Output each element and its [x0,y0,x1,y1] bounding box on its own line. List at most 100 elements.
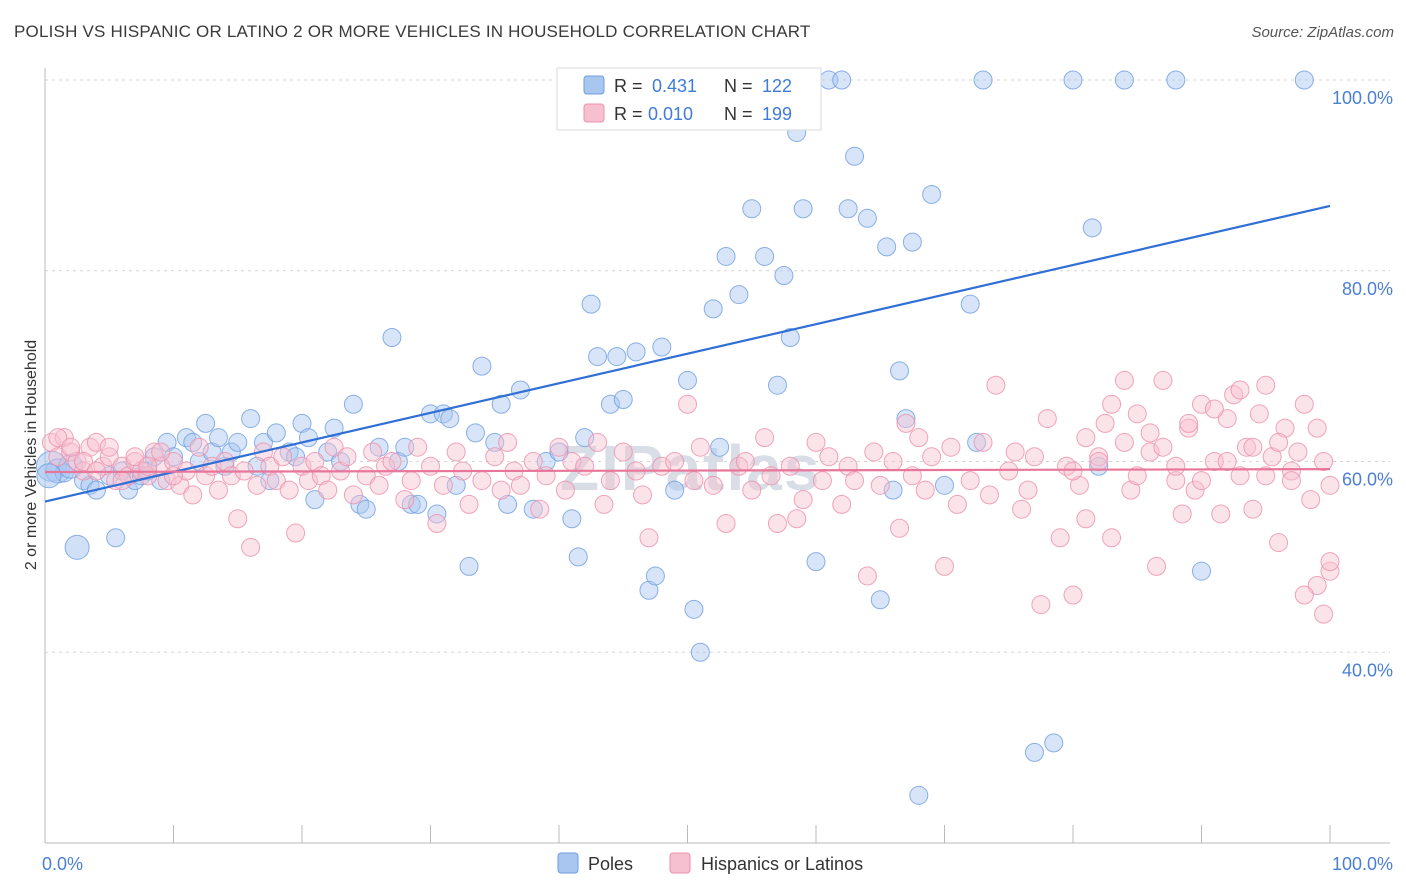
hispanic-point-97 [793,490,813,510]
hispanic-point-123 [1012,499,1032,519]
hispanic-point-187 [1076,428,1096,448]
hispanic-point-36 [273,447,293,467]
y-tick-label-1: 60.0% [1342,470,1393,490]
poles-point-118 [1294,70,1314,90]
y-axis-label: 2 or more Vehicles in Household [23,340,40,570]
poles-point-96 [845,146,865,166]
poles-point-99 [877,237,897,257]
hispanic-point-85 [684,471,704,491]
hispanic-point-64 [491,480,511,500]
poles-point-79 [684,599,704,619]
hispanic-point-190 [61,437,81,457]
hispanic-point-95 [780,456,800,476]
hispanic-point-83 [665,452,685,471]
x-tick-label-0: 0.0% [42,854,83,874]
hispanic-point-184 [1114,370,1134,390]
poles-point-17 [157,432,177,452]
legend-n-label-2: N = [724,104,753,124]
hispanic-point-131 [1069,475,1089,495]
bottom-legend-poles: Poles [588,854,633,874]
hispanic-point-193 [99,437,119,457]
hispanic-point-90 [735,452,755,471]
hispanic-point-179 [1179,413,1199,433]
hispanic-point-154 [1249,404,1269,424]
hispanic-point-99 [812,471,832,491]
poles-point-88 [774,266,794,286]
hispanic-point-171 [1281,471,1301,491]
y-tick-label-0: 40.0% [1342,660,1393,680]
legend-swatch-poles [583,75,605,95]
poles-point-39 [324,418,344,438]
poles-point-105 [922,184,942,204]
hispanic-point-22 [183,485,203,505]
poles-point-101 [890,361,910,381]
hispanic-point-58 [433,475,453,495]
poles-point-56 [465,423,485,443]
hispanic-point-72 [555,480,575,500]
hispanic-point-110 [902,466,922,486]
poles-point-62 [523,499,543,519]
hispanic-point-145 [1185,480,1205,500]
hispanic-point-29 [228,509,248,529]
poles-point-49 [408,494,428,514]
hispanic-point-165 [1320,475,1340,495]
hispanic-point-117 [960,471,980,491]
hispanic-point-7 [86,432,106,452]
hispanic-point-136 [1114,432,1134,452]
hispanic-point-149 [1217,409,1237,429]
hispanic-point-168 [1314,604,1334,624]
hispanic-point-61 [459,494,479,514]
poles-point-102 [896,409,916,429]
hispanic-point-194 [112,471,132,491]
hispanic-point-71 [549,437,569,457]
chart-title: POLISH VS HISPANIC OR LATINO 2 OR MORE V… [14,22,811,41]
hispanic-point-2 [54,428,74,448]
hispanic-point-44 [324,437,344,457]
poles-point-68 [581,294,601,314]
hispanic-point-43 [318,480,338,500]
legend-n-poles: 122 [762,76,792,96]
hispanic-point-176 [1217,452,1237,471]
poles-point-57 [472,356,492,376]
poles-point-83 [716,246,736,266]
hispanic-point-47 [343,485,363,505]
hispanic-point-126 [1031,595,1051,615]
poles-point-37 [305,490,325,510]
hispanic-point-151 [1230,466,1250,486]
hispanic-point-124 [1018,480,1038,500]
hispanic-point-121 [999,461,1019,481]
hispanic-point-53 [395,490,415,510]
hispanic-point-144 [1179,418,1199,438]
hispanic-point-67 [510,475,530,495]
poles-point-92 [806,552,826,572]
hispanic-point-49 [363,442,383,462]
hispanic-point-37 [279,480,299,500]
poles-point-100 [883,480,903,500]
hispanic-point-74 [575,456,595,476]
hispanic-point-160 [1288,442,1308,462]
legend-box: R = 0.431 N = 122 R = 0.010 N = 199 [556,67,822,131]
poles-point-35 [292,413,312,433]
hispanic-point-157 [1269,533,1289,553]
hispanic-point-69 [530,499,550,519]
poles-point-64 [549,442,569,462]
hispanic-point-174 [1243,437,1263,457]
legend-r-poles: 0.431 [652,76,697,96]
hispanic-point-32 [247,475,267,495]
poles-point-53 [440,409,460,429]
bottom-legend-hispanic: Hispanics or Latinos [701,854,863,874]
poles-point-95 [838,199,858,219]
series-poles-points [35,70,1314,805]
hispanic-point-155 [1256,375,1276,395]
poles-point-18 [164,447,183,467]
legend-swatch-hispanic [583,103,605,123]
hispanic-point-120 [986,375,1006,395]
hispanic-point-197 [151,442,171,462]
poles-point-82 [710,437,730,457]
hispanic-point-114 [935,556,954,576]
hispanic-trend-line [44,468,1331,474]
hispanic-point-98 [806,432,826,452]
hispanic-point-141 [1153,370,1173,390]
hispanic-point-122 [1005,442,1025,462]
